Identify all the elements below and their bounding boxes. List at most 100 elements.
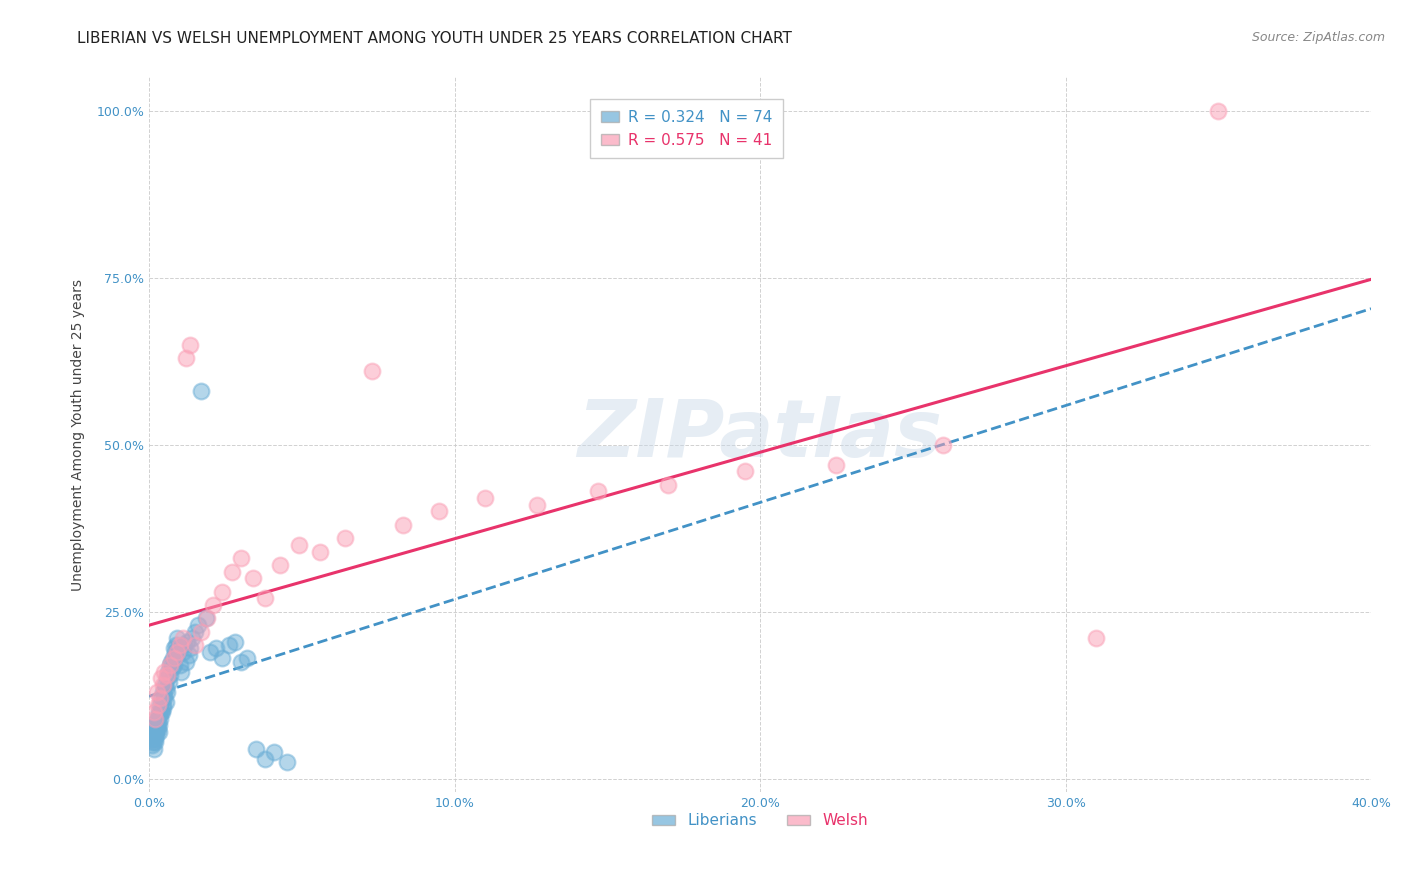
Point — [177, 648, 200, 662]
Point — [734, 465, 756, 479]
Point — [190, 384, 212, 399]
Point — [145, 722, 167, 736]
Point — [1208, 103, 1230, 118]
Point — [149, 698, 172, 713]
Point — [157, 665, 180, 679]
Point — [145, 724, 167, 739]
Point — [211, 651, 233, 665]
Point — [174, 351, 197, 365]
Point — [142, 735, 165, 749]
Point — [153, 678, 176, 692]
Point — [218, 638, 240, 652]
Point — [172, 632, 194, 646]
Point — [263, 745, 285, 759]
Point — [150, 705, 173, 719]
Point — [155, 681, 177, 696]
Point — [146, 722, 169, 736]
Point — [146, 711, 169, 725]
Point — [162, 651, 184, 665]
Point — [242, 571, 264, 585]
Point — [194, 611, 217, 625]
Point — [162, 651, 184, 665]
Point — [157, 674, 180, 689]
Point — [586, 484, 609, 499]
Point — [179, 641, 201, 656]
Point — [187, 618, 209, 632]
Point — [169, 638, 191, 652]
Point — [142, 731, 165, 746]
Point — [155, 695, 177, 709]
Point — [165, 638, 187, 652]
Point — [1085, 632, 1108, 646]
Point — [269, 558, 291, 572]
Point — [145, 714, 167, 729]
Point — [172, 645, 194, 659]
Point — [162, 641, 184, 656]
Point — [149, 711, 172, 725]
Point — [143, 728, 166, 742]
Point — [142, 724, 165, 739]
Point — [159, 658, 181, 673]
Point — [163, 658, 186, 673]
Point — [156, 672, 179, 686]
Point — [148, 724, 170, 739]
Point — [143, 741, 166, 756]
Point — [152, 698, 174, 713]
Point — [143, 731, 166, 746]
Point — [190, 624, 212, 639]
Point — [245, 741, 267, 756]
Point — [145, 685, 167, 699]
Point — [184, 624, 207, 639]
Point — [229, 551, 252, 566]
Point — [159, 668, 181, 682]
Point — [153, 691, 176, 706]
Point — [149, 691, 172, 706]
Point — [202, 598, 225, 612]
Point — [224, 634, 246, 648]
Point — [427, 504, 450, 518]
Point — [174, 655, 197, 669]
Point — [173, 638, 195, 652]
Point — [180, 632, 202, 646]
Point — [166, 648, 188, 662]
Point — [152, 701, 174, 715]
Point — [150, 691, 173, 706]
Point — [141, 738, 163, 752]
Point — [474, 491, 496, 505]
Point — [160, 661, 183, 675]
Point — [205, 641, 228, 656]
Point — [825, 458, 848, 472]
Point — [143, 735, 166, 749]
Point — [149, 705, 172, 719]
Point — [276, 755, 298, 769]
Text: ZIPatlas: ZIPatlas — [578, 396, 942, 474]
Point — [143, 718, 166, 732]
Point — [229, 655, 252, 669]
Point — [166, 645, 188, 659]
Point — [184, 638, 207, 652]
Point — [165, 645, 187, 659]
Point — [170, 665, 193, 679]
Point — [526, 498, 548, 512]
Point — [156, 668, 179, 682]
Point — [932, 438, 955, 452]
Point — [169, 658, 191, 673]
Point — [156, 685, 179, 699]
Point — [211, 584, 233, 599]
Point — [198, 645, 221, 659]
Point — [152, 688, 174, 702]
Point — [179, 337, 201, 351]
Point — [221, 565, 243, 579]
Point — [150, 672, 173, 686]
Text: Source: ZipAtlas.com: Source: ZipAtlas.com — [1251, 31, 1385, 45]
Point — [143, 711, 166, 725]
Point — [309, 544, 332, 558]
Point — [254, 751, 277, 765]
Point — [391, 517, 413, 532]
Point — [148, 705, 170, 719]
Point — [254, 591, 277, 606]
Y-axis label: Unemployment Among Youth under 25 years: Unemployment Among Youth under 25 years — [72, 278, 86, 591]
Point — [142, 705, 165, 719]
Point — [148, 714, 170, 729]
Point — [148, 698, 170, 713]
